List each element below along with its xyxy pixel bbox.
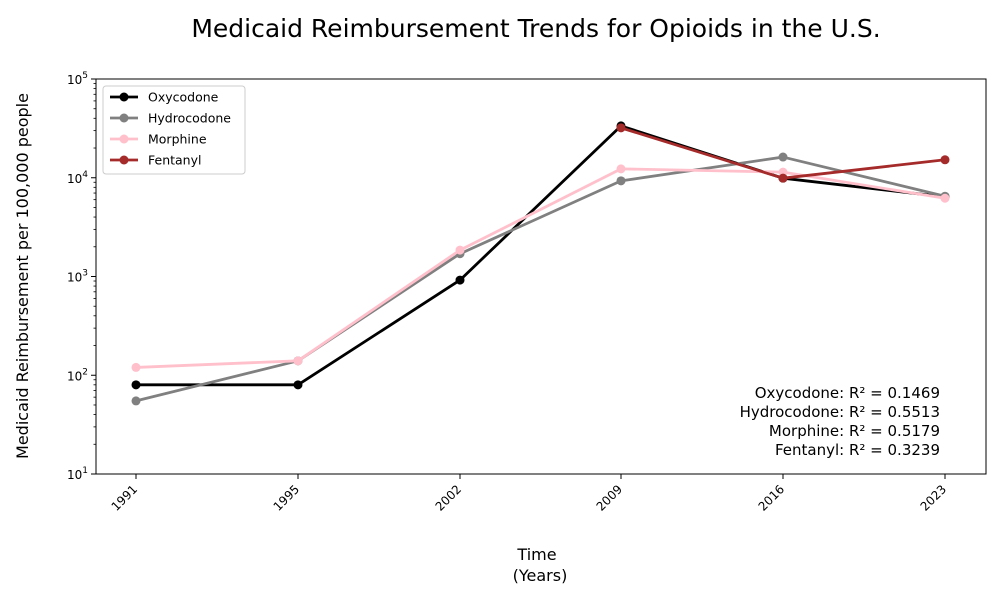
x-tick-label: 1995 [271,482,302,513]
legend-swatch-marker [119,92,129,102]
series-group [131,121,950,406]
data-point-oxycodone [293,380,303,390]
data-point-morphine [293,356,303,366]
x-axis-label-line1: Time [516,545,556,564]
data-point-morphine [455,245,465,255]
r-squared-annotations: Oxycodone: R² = 0.1469 Hydrocodone: R² =… [740,384,940,459]
legend-label-morphine: Morphine [148,132,207,147]
data-point-hydrocodone [616,176,626,186]
legend-label-fentanyl: Fentanyl [148,153,201,168]
legend-item-morphine: Morphine [110,132,207,147]
data-point-morphine [616,164,626,174]
legend-label-oxycodone: Oxycodone [148,90,219,105]
series-line-morphine [135,167,946,369]
y-tick-label: 101 [67,466,88,482]
x-tick-label: 2016 [756,482,787,513]
series-oxycodone [131,121,950,390]
chart-title: Medicaid Reimbursement Trends for Opioid… [191,14,880,43]
series-line-hydrocodone [135,155,946,403]
series-hydrocodone [131,152,950,406]
data-point-hydrocodone [131,396,141,406]
data-point-morphine [131,362,141,372]
series-morphine [131,164,950,372]
y-tick-label: 105 [67,71,88,87]
x-tick-label: 2009 [594,482,625,513]
legend-item-fentanyl: Fentanyl [110,153,201,168]
data-point-fentanyl [616,123,626,133]
legend-swatch-marker [119,134,129,144]
y-tick-label: 104 [67,170,88,186]
series-fentanyl [616,123,950,183]
x-tick-label: 2002 [433,482,464,513]
annotation-hydrocodone: Hydrocodone: R² = 0.5513 [740,403,940,421]
annotation-morphine: Morphine: R² = 0.5179 [769,422,940,440]
legend-item-oxycodone: Oxycodone [110,90,219,105]
legend-box [102,85,246,175]
x-tick-label: 1991 [109,482,140,513]
legend: Oxycodone Hydrocodone Morphine Fentanyl [102,85,246,175]
y-axis-label: Medicaid Reimbursement per 100,000 peopl… [13,93,32,459]
legend-swatch-marker [119,155,129,165]
x-tick-label: 2023 [918,482,949,513]
data-point-morphine [940,193,950,203]
legend-swatch-marker [119,113,129,123]
y-tick-label: 102 [67,367,88,383]
data-point-oxycodone [131,380,141,390]
data-point-hydrocodone [778,152,788,162]
data-point-oxycodone [455,275,465,285]
data-point-fentanyl [940,155,950,165]
x-axis-label-line2: (Years) [513,566,568,585]
data-point-fentanyl [778,173,788,183]
y-axis: 101 102 103 104 105 [67,71,96,482]
annotation-oxycodone: Oxycodone: R² = 0.1469 [755,384,940,402]
legend-item-hydrocodone: Hydrocodone [110,111,231,126]
legend-label-hydrocodone: Hydrocodone [148,111,231,126]
annotation-fentanyl: Fentanyl: R² = 0.3239 [775,441,940,459]
y-tick-label: 103 [67,269,88,285]
x-axis: 1991 1995 2002 2009 2016 2023 [109,474,949,514]
series-line-oxycodone [136,124,946,387]
